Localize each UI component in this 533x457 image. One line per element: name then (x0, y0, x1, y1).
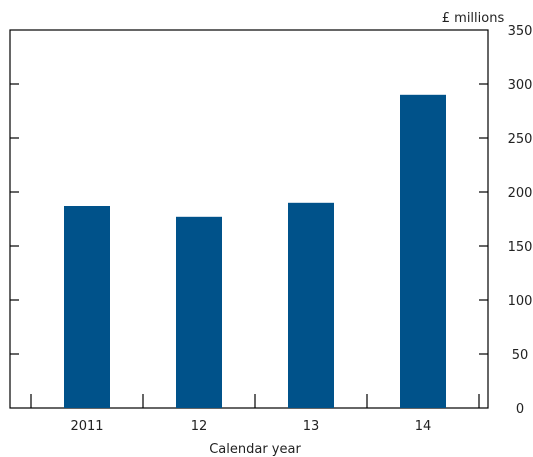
bar-14 (400, 94, 446, 409)
y-axis-tick-labels: 0 50 100 150 200 250 300 350 (508, 24, 533, 417)
y-tick-label-0: 0 (516, 402, 524, 417)
y-tick-label-200: 200 (508, 186, 533, 201)
x-axis-tick-labels: 2011 12 13 14 (70, 419, 431, 434)
x-axis-ticks (30, 394, 480, 408)
x-tick-label-14: 14 (415, 419, 432, 434)
x-tick-label-2011: 2011 (70, 419, 103, 434)
x-axis-title: Calendar year (209, 442, 301, 457)
bar-12 (176, 216, 222, 408)
y-tick-label-300: 300 (508, 78, 533, 93)
bars-group (64, 94, 446, 409)
x-tick-label-13: 13 (303, 419, 320, 434)
y-axis-title: £ millions (442, 11, 505, 26)
bar-2011 (64, 206, 110, 408)
y-tick-label-50: 50 (512, 348, 529, 363)
bar-13 (288, 202, 334, 408)
y-tick-label-150: 150 (508, 240, 533, 255)
y-tick-label-100: 100 (508, 294, 533, 309)
y-tick-label-350: 350 (508, 24, 533, 39)
x-tick-label-12: 12 (191, 419, 208, 434)
y-axis-ticks (10, 83, 488, 355)
plot-frame (9, 29, 489, 409)
y-tick-label-250: 250 (508, 132, 533, 147)
